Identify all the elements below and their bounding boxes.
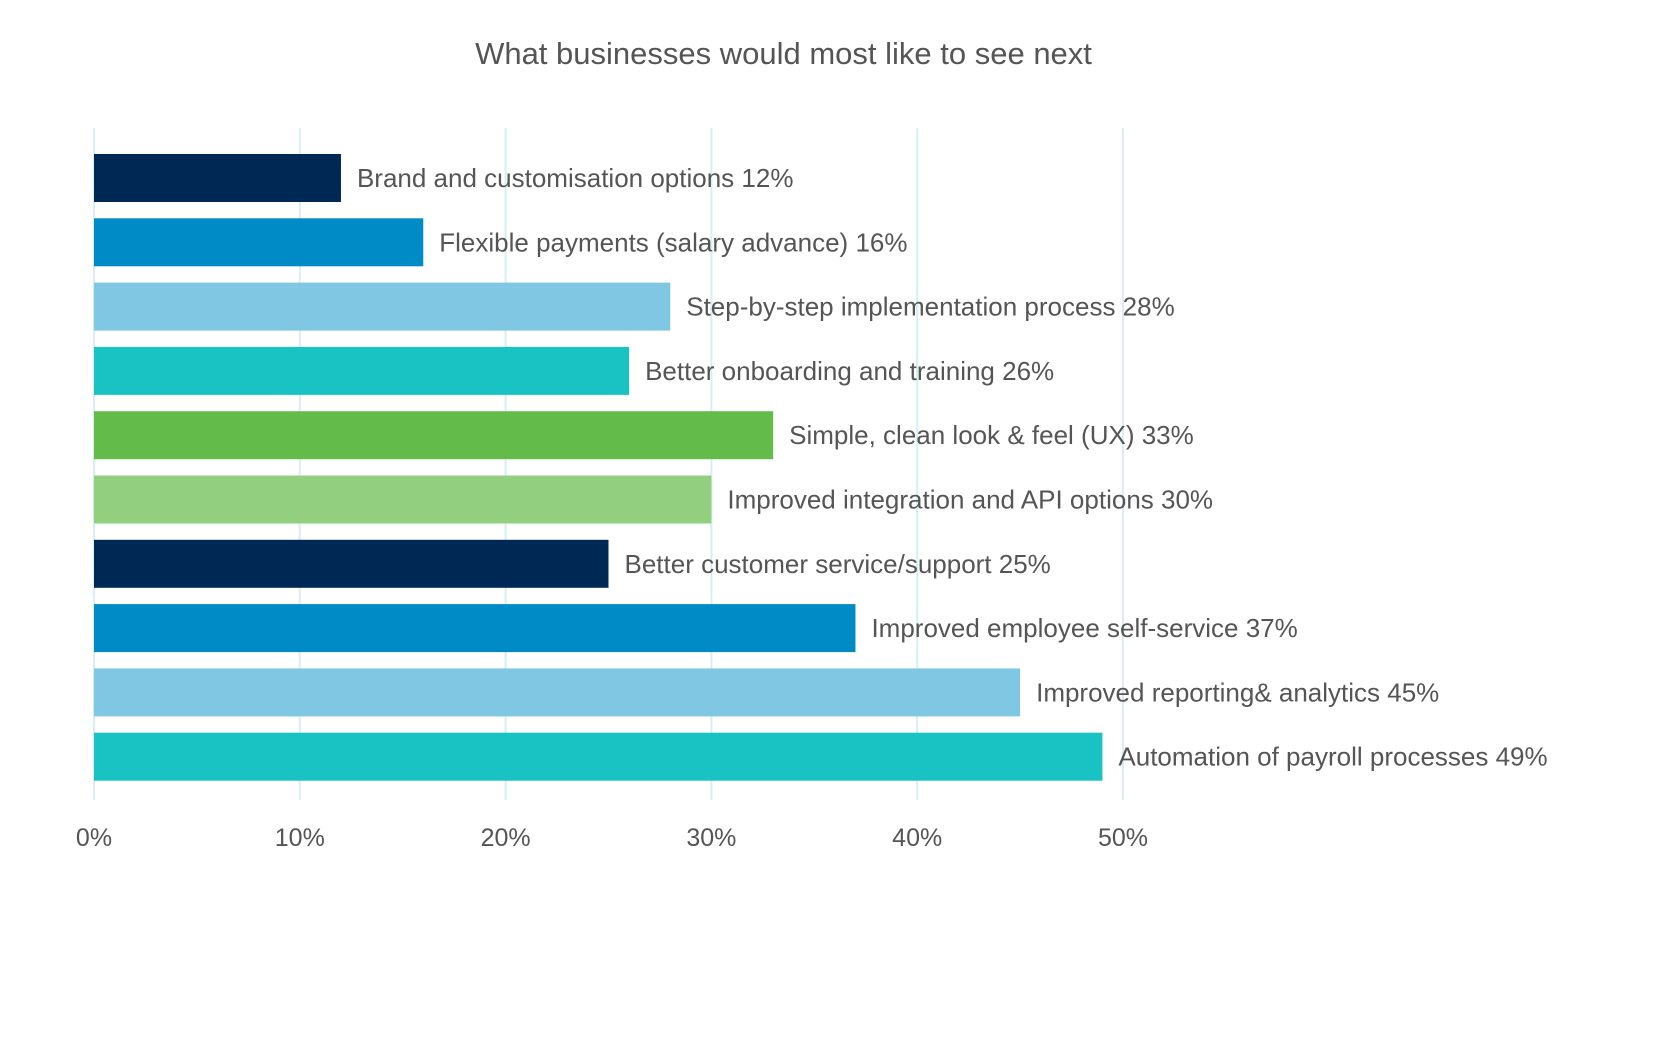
- bar: [94, 218, 424, 267]
- bar-data-label: Improved employee self-service 37%: [871, 613, 1297, 643]
- bars: [94, 154, 1103, 781]
- chart-title: What businesses would most like to see n…: [475, 36, 1092, 71]
- bar-data-label: Step-by-step implementation process 28%: [686, 292, 1174, 322]
- bar: [94, 282, 671, 331]
- bar-data-label: Flexible payments (salary advance) 16%: [439, 227, 907, 257]
- bar: [94, 346, 630, 395]
- bar: [94, 154, 341, 202]
- bar: [94, 668, 1021, 717]
- bar: [94, 539, 609, 588]
- x-tick-label: 10%: [275, 824, 325, 852]
- bar: [94, 411, 774, 460]
- bar-data-label: Simple, clean look & feel (UX) 33%: [789, 420, 1194, 450]
- bar-data-label: Better onboarding and training 26%: [645, 356, 1054, 386]
- x-tick-label: 40%: [892, 824, 942, 852]
- x-tick-label: 50%: [1098, 824, 1148, 852]
- bar: [94, 732, 1103, 781]
- bar-data-label: Improved reporting& analytics 45%: [1036, 677, 1439, 707]
- x-tick-label: 20%: [481, 824, 531, 852]
- bar-data-label: Automation of payroll processes 49%: [1118, 742, 1547, 772]
- bar-data-label: Brand and customisation options 12%: [357, 163, 793, 193]
- x-tick-label: 30%: [686, 824, 736, 852]
- x-tick-label: 0%: [76, 824, 112, 852]
- bar: [94, 604, 856, 653]
- bar-data-label: Improved integration and API options 30%: [727, 485, 1213, 515]
- bar-labels: Brand and customisation options 12% Flexi…: [357, 163, 1548, 772]
- bar: [94, 475, 712, 524]
- x-axis-ticks: 0% 10% 20% 30% 40% 50%: [76, 824, 1148, 852]
- bar-data-label: Better customer service/support 25%: [625, 549, 1051, 579]
